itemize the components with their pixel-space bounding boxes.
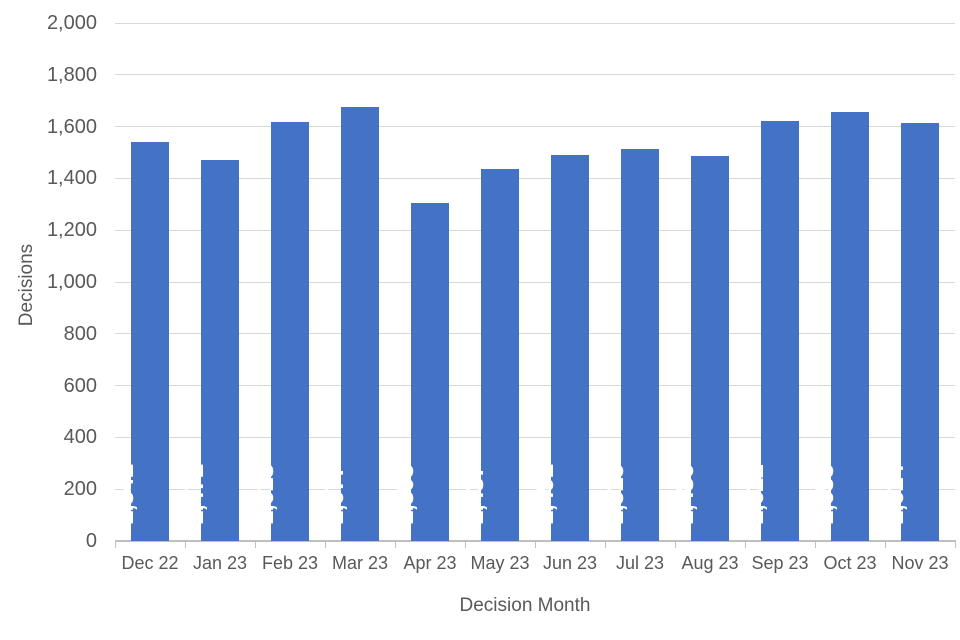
axis-tick	[325, 542, 326, 548]
y-tick-label: 400	[63, 426, 97, 449]
y-tick-label: 200	[63, 478, 97, 501]
bar-value-label: 1,541	[109, 464, 139, 525]
bar-nov-23	[901, 122, 939, 541]
axis-tick	[605, 542, 606, 548]
gridline	[115, 436, 955, 438]
bar-value-label: 1,622	[739, 464, 769, 525]
bar-value-label: 1,305	[389, 464, 419, 525]
gridline	[115, 281, 955, 283]
bar-jan-23	[201, 160, 239, 541]
axis-tick	[115, 542, 116, 548]
bar-jun-23	[551, 154, 589, 541]
axis-tick	[535, 542, 536, 548]
bar-sep-23	[761, 120, 799, 541]
gridline	[115, 385, 955, 387]
axis-tick	[395, 542, 396, 548]
bar-value-label: 1,471	[179, 464, 209, 525]
x-tick-label: Apr 23	[403, 553, 457, 573]
y-tick-label: 1,600	[46, 115, 97, 138]
axis-tick	[815, 542, 816, 548]
gridline	[115, 229, 955, 231]
x-tick-label: Nov 23	[891, 553, 949, 573]
y-tick-label: 1,000	[46, 271, 97, 293]
bar-oct-23	[831, 112, 869, 541]
bar-feb-23	[271, 121, 309, 541]
gridline	[115, 488, 955, 490]
x-tick-label: Jan 23	[192, 553, 248, 573]
y-tick-label: 800	[63, 322, 97, 345]
axis-tick	[675, 542, 676, 548]
bar-mar-23	[341, 106, 379, 541]
y-tick-label: 600	[63, 374, 97, 397]
gridline	[115, 22, 955, 24]
x-tick-label: Jul 23	[615, 553, 665, 573]
x-tick-label: Dec 22	[121, 553, 179, 573]
bar-may-23	[481, 168, 519, 541]
bar-value-label: 1,515	[599, 464, 629, 525]
y-tick-label: 0	[85, 530, 97, 552]
axis-tick	[185, 542, 186, 548]
axis-tick	[955, 542, 956, 548]
y-tick-label: 2,000	[46, 12, 97, 34]
bar-aug-23	[691, 156, 729, 541]
x-axis-line	[115, 540, 956, 542]
gridline	[115, 333, 955, 335]
axis-tick	[255, 542, 256, 548]
bar-value-label: 1,491	[529, 464, 559, 525]
axis-tick	[745, 542, 746, 548]
axis-tick	[885, 542, 886, 548]
x-tick-label: Feb 23	[261, 553, 319, 573]
bar-value-label: 1,614	[879, 464, 909, 525]
bar-value-label: 1,677	[319, 464, 349, 525]
x-tick-label: Aug 23	[681, 553, 739, 573]
x-tick-label: Mar 23	[331, 553, 389, 573]
bar-apr-23	[411, 203, 449, 541]
x-tick-label: Sep 23	[751, 553, 809, 573]
x-axis-title: Decision Month	[459, 595, 591, 616]
gridline	[115, 177, 955, 179]
x-tick-label: Oct 23	[823, 553, 877, 573]
bar-dec-22	[131, 141, 169, 541]
axis-tick	[465, 542, 466, 548]
y-tick-label: 1,200	[46, 219, 97, 242]
bar-jul-23	[621, 148, 659, 541]
bar-value-label: 1,437	[459, 464, 489, 525]
y-tick-label: 1,800	[46, 63, 97, 86]
x-tick-label: Jun 23	[542, 553, 598, 573]
bar-value-label: 1,618	[249, 464, 279, 525]
bar-value-label: 1,655	[809, 464, 839, 525]
gridline	[115, 126, 955, 128]
x-tick-label: May 23	[470, 553, 530, 573]
y-tick-label: 1,400	[46, 167, 97, 190]
gridline	[115, 74, 955, 76]
bar-value-label: 1,486	[669, 464, 699, 525]
